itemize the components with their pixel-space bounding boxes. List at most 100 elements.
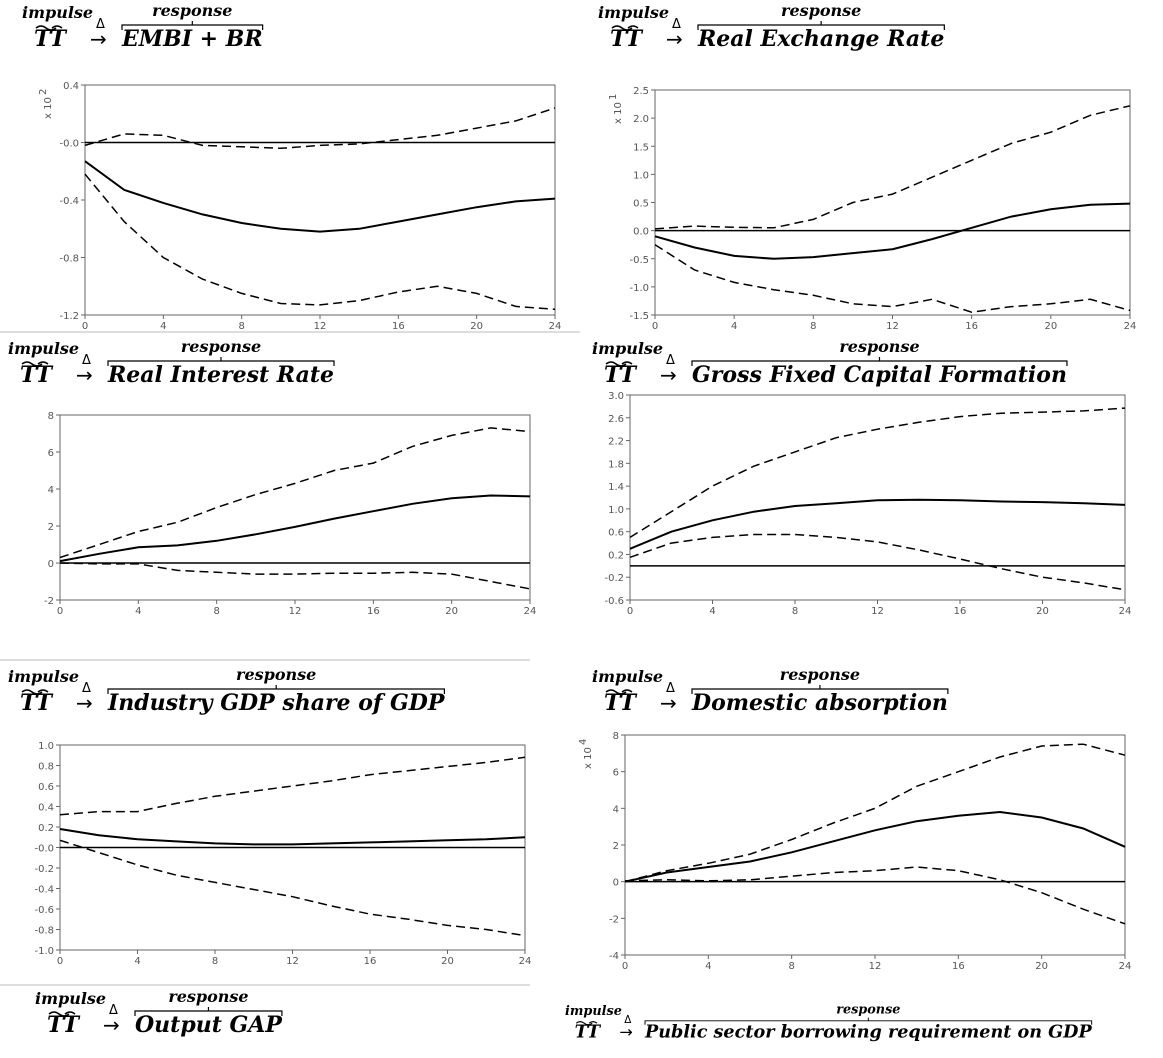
y-tick-label: -1.2 bbox=[59, 311, 79, 322]
arrow: → bbox=[666, 27, 683, 51]
x-tick-label: 24 bbox=[519, 956, 532, 967]
scale-base: x 10 bbox=[583, 747, 594, 769]
confidence-band-line bbox=[59, 562, 531, 590]
x-tick-label: 0 bbox=[57, 606, 63, 617]
arrow: → bbox=[76, 691, 93, 715]
tilde bbox=[575, 1021, 598, 1026]
y-tick-label: 1.0 bbox=[633, 170, 649, 181]
y-tick-label: -4 bbox=[609, 951, 619, 962]
y-tick-label: 6 bbox=[613, 768, 619, 779]
scale-exponent: 4 bbox=[578, 739, 589, 745]
operator: Δ bbox=[672, 17, 681, 32]
x-tick-label: 16 bbox=[952, 961, 965, 972]
y-tick-label: -0.4 bbox=[59, 196, 79, 207]
y-tick-label: 0.2 bbox=[38, 823, 54, 834]
header-title: Real Exchange Rate bbox=[697, 26, 944, 52]
confidence-band-line bbox=[629, 407, 1126, 539]
operator: Δ bbox=[109, 1003, 118, 1018]
arrow: → bbox=[90, 27, 107, 51]
response-label: response bbox=[181, 337, 261, 356]
impulse-label: impulse bbox=[8, 339, 79, 358]
x-tick-label: 24 bbox=[549, 321, 562, 332]
arrow: → bbox=[660, 363, 677, 387]
y-tick-label: -0.4 bbox=[34, 885, 54, 896]
y-tick-label: 0 bbox=[48, 559, 54, 570]
x-tick-label: 4 bbox=[134, 956, 140, 967]
overbrace bbox=[697, 21, 945, 30]
response-label: response bbox=[781, 1, 861, 20]
x-tick-label: 4 bbox=[705, 961, 711, 972]
response-line bbox=[624, 810, 1126, 883]
x-tick-label: 12 bbox=[869, 961, 882, 972]
impulse-label: impulse bbox=[35, 989, 106, 1008]
scale-label: x 10 1 bbox=[608, 94, 624, 124]
x-tick-label: 20 bbox=[445, 606, 458, 617]
response-line bbox=[84, 160, 556, 233]
y-tick-label: 1.0 bbox=[608, 505, 624, 516]
impulse-label: impulse bbox=[565, 1004, 622, 1019]
y-tick-label: -2 bbox=[609, 914, 619, 925]
arrow: → bbox=[76, 363, 93, 387]
y-tick-label: 0.4 bbox=[38, 803, 54, 814]
response-label: response bbox=[168, 987, 248, 1006]
y-tick-label: 2 bbox=[613, 841, 619, 852]
y-tick-label: -0.0 bbox=[34, 844, 54, 855]
x-tick-label: 20 bbox=[1036, 606, 1049, 617]
operator: Δ bbox=[624, 1014, 632, 1026]
confidence-band-line bbox=[654, 105, 1131, 230]
header-title: Real Interest Rate bbox=[107, 362, 334, 388]
y-tick-label: -1.5 bbox=[629, 311, 649, 322]
x-tick-label: 20 bbox=[1044, 321, 1057, 332]
arrow: → bbox=[619, 1023, 632, 1042]
impulse-label: impulse bbox=[8, 667, 79, 686]
arrow: → bbox=[103, 1013, 120, 1037]
impulse-variable: TT bbox=[575, 1022, 602, 1043]
x-tick-label: 0 bbox=[82, 321, 88, 332]
scale-label: x 10 2 bbox=[38, 89, 54, 119]
y-tick-label: 1.0 bbox=[38, 741, 54, 752]
response-label: response bbox=[780, 665, 860, 684]
overbrace bbox=[107, 357, 335, 366]
response-line bbox=[59, 828, 526, 846]
confidence-band-line bbox=[624, 743, 1126, 883]
y-tick-label: -0.0 bbox=[59, 139, 79, 150]
plot-frame bbox=[654, 89, 1131, 316]
y-tick-label: 0.4 bbox=[63, 81, 79, 92]
header-title: Industry GDP share of GDP bbox=[107, 690, 446, 716]
tilde bbox=[35, 25, 63, 31]
y-tick-label: 0 bbox=[613, 878, 619, 889]
x-tick-label: 4 bbox=[135, 606, 141, 617]
x-tick-label: 8 bbox=[212, 956, 218, 967]
x-tick-label: 12 bbox=[871, 606, 884, 617]
x-tick-label: 24 bbox=[1124, 321, 1137, 332]
y-tick-label: 4 bbox=[48, 485, 54, 496]
x-tick-label: 12 bbox=[886, 321, 899, 332]
x-tick-label: 4 bbox=[709, 606, 715, 617]
x-tick-label: 8 bbox=[213, 606, 219, 617]
impulse-label: impulse bbox=[598, 3, 669, 22]
response-label: response bbox=[839, 337, 919, 356]
x-tick-label: 16 bbox=[954, 606, 967, 617]
x-tick-label: 20 bbox=[470, 321, 483, 332]
tilde bbox=[21, 361, 49, 367]
x-tick-label: 0 bbox=[622, 961, 628, 972]
y-tick-label: 8 bbox=[48, 411, 54, 422]
header-title: Domestic absorption bbox=[691, 690, 948, 716]
scale-exponent: 1 bbox=[608, 94, 619, 100]
x-tick-label: 8 bbox=[792, 606, 798, 617]
confidence-band-line bbox=[654, 244, 1131, 313]
y-tick-label: -0.6 bbox=[34, 905, 54, 916]
x-tick-label: 16 bbox=[965, 321, 978, 332]
y-tick-label: 0.2 bbox=[608, 550, 624, 561]
operator: Δ bbox=[96, 17, 105, 32]
operator: Δ bbox=[82, 681, 91, 696]
header-title: Gross Fixed Capital Formation bbox=[692, 362, 1067, 388]
response-label: response bbox=[236, 665, 316, 684]
x-tick-label: 12 bbox=[314, 321, 327, 332]
x-tick-label: 8 bbox=[810, 321, 816, 332]
